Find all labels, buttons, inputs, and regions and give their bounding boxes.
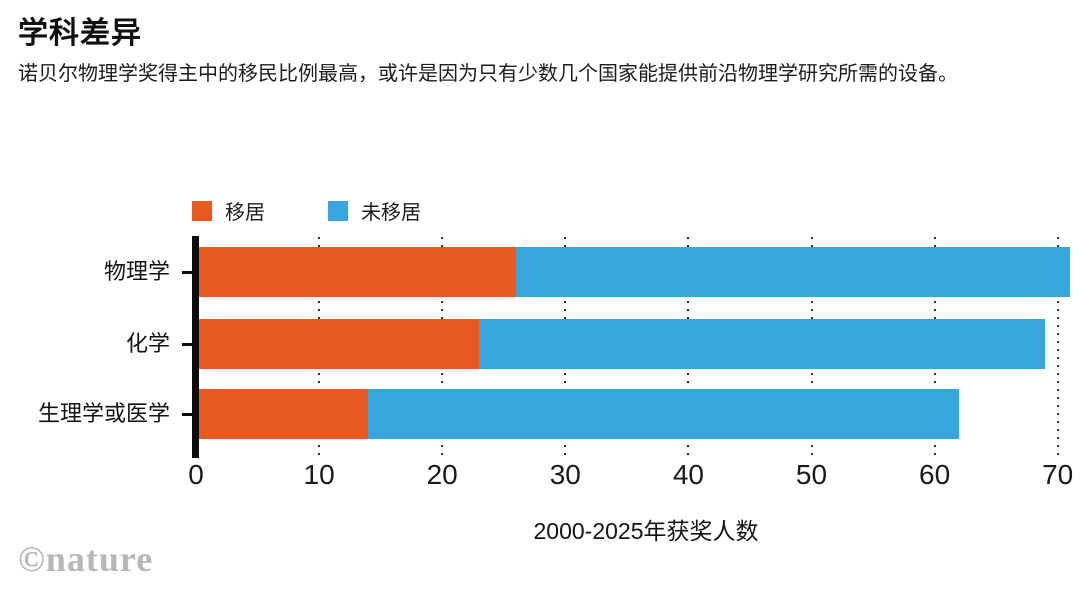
bar-segment-not-migrated [368,389,960,439]
gridline-70 [1056,237,1059,457]
x-tick-label-0: 0 [188,459,204,490]
bar-segment-not-migrated [516,247,1070,297]
legend: 移居 未移居 [0,196,1080,225]
x-tick-label-70: 70 [1042,459,1074,490]
bar-segment-migrated [196,319,480,369]
legend-item-migrated: 移居 [192,196,265,225]
x-tick-label-20: 20 [426,459,458,490]
x-tick-label-50: 50 [795,459,828,490]
y-tick-2 [182,412,193,416]
x-tick-label-40: 40 [672,459,704,490]
x-axis-label: 2000-2025年获奖人数 [533,518,759,544]
x-tick-label-30: 30 [549,459,581,490]
chart-subtitle: 诺贝尔物理学奖得主中的移民比例最高，或许是因为只有少数几个国家能提供前沿物理学研… [18,63,958,85]
x-tick-label-60: 60 [919,459,951,490]
category-label-0: 物理学 [103,259,170,284]
legend-label-not-migrated: 未移居 [361,202,421,224]
legend-swatch-not-migrated [328,200,348,221]
x-tick-label-10: 10 [303,459,335,490]
bar-segment-not-migrated [479,319,1046,369]
chart-title: 学科差异 [18,17,142,50]
legend-item-not-migrated: 未移居 [328,196,421,225]
legend-swatch-migrated [192,200,212,221]
y-tick-1 [182,342,193,346]
y-tick-0 [182,270,193,274]
plot-area [196,237,1076,457]
y-axis-line [192,236,199,458]
bar-segment-migrated [196,389,369,439]
category-label-1: 化学 [125,331,170,356]
category-label-2: 生理学或医学 [37,401,170,426]
nature-watermark: ©nature [18,539,154,579]
legend-label-migrated: 移居 [225,202,265,224]
bar-segment-migrated [196,247,517,297]
